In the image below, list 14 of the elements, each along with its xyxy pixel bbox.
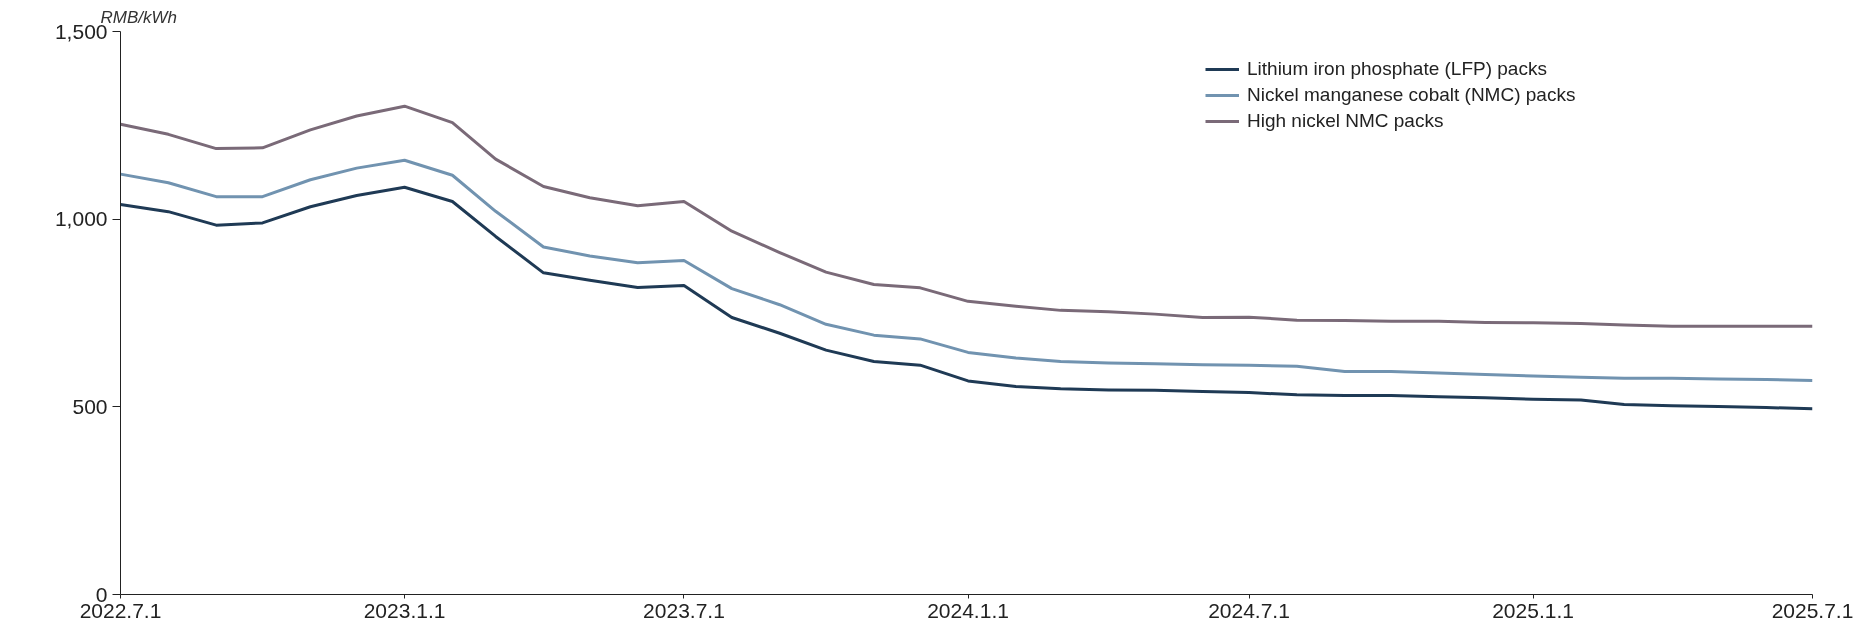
line-series [120,185,1813,411]
y-tick-label: 1,000 [54,207,108,231]
x-tick-label: 2024.7.1 [1208,598,1290,622]
x-tick-label: 2025.7.1 [1771,598,1854,622]
legend-label: Lithium iron phosphate (LFP) packs [1247,58,1547,80]
y-tick-label: 500 [72,394,108,418]
x-tick-label: 2023.1.1 [363,598,446,622]
legend-label: Nickel manganese cobalt (NMC) packs [1247,84,1576,106]
legend-label: High nickel NMC packs [1247,110,1444,132]
x-tick-label: 2023.7.1 [643,598,725,622]
x-tick-label: 2025.1.1 [1492,598,1574,622]
line-series [120,158,1813,383]
x-tick-label: 2024.1.1 [927,598,1009,622]
line-series [120,104,1813,328]
